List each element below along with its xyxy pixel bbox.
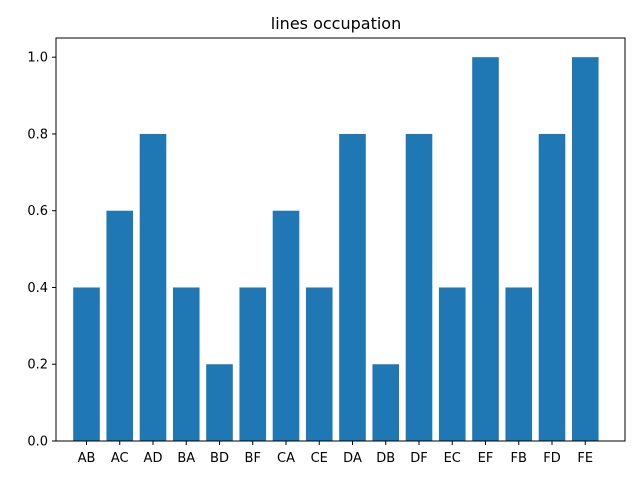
bar-fb	[505, 287, 533, 441]
y-tick-label: 0.6	[27, 204, 48, 219]
bar-db	[372, 364, 400, 441]
bar-bf	[239, 287, 267, 441]
bar-ec	[438, 287, 466, 441]
bar-ef	[472, 57, 499, 441]
x-tick-label: FE	[577, 451, 593, 466]
x-tick-label: AB	[78, 451, 96, 466]
y-tick-label: 0.2	[27, 358, 48, 373]
bar-bd	[206, 364, 233, 441]
x-axis-ticks: AB AC AD BA BD BF CA CE DA DB DF EC EF FB FD FE	[78, 441, 593, 466]
bar-fe	[571, 57, 599, 441]
x-tick-label: DA	[343, 451, 362, 466]
x-tick-label: EC	[444, 451, 461, 466]
x-tick-label: CA	[277, 451, 295, 466]
x-tick-label: FB	[511, 451, 527, 466]
x-tick-label: AC	[111, 451, 129, 466]
bar-df	[405, 133, 433, 441]
bar-ca	[272, 210, 300, 441]
x-tick-label: DF	[410, 451, 428, 466]
bar-ac	[106, 210, 134, 441]
x-tick-label: CE	[311, 451, 328, 466]
plot-frame	[55, 37, 626, 442]
y-axis-ticks: 0.0 0.2 0.4 0.6 0.8 1.0	[27, 51, 56, 450]
bars-group	[73, 57, 599, 441]
y-tick-label: 0.0	[27, 435, 48, 450]
x-tick-label: FD	[543, 451, 561, 466]
x-tick-label: EF	[478, 451, 494, 466]
bar-da	[339, 133, 366, 441]
bar-ba	[172, 287, 200, 441]
bar-ab	[73, 287, 100, 441]
bar-ad	[139, 133, 167, 441]
y-tick-label: 1.0	[27, 51, 48, 66]
x-tick-label: BF	[245, 451, 261, 466]
y-tick-label: 0.4	[27, 281, 48, 296]
bar-ce	[305, 287, 333, 441]
chart-title: lines occupation	[271, 14, 401, 33]
x-tick-label: AD	[144, 451, 163, 466]
x-tick-label: BA	[177, 451, 195, 466]
y-tick-label: 0.8	[27, 127, 48, 142]
x-tick-label: DB	[376, 451, 395, 466]
x-tick-label: BD	[210, 451, 229, 466]
bar-fd	[538, 133, 566, 441]
